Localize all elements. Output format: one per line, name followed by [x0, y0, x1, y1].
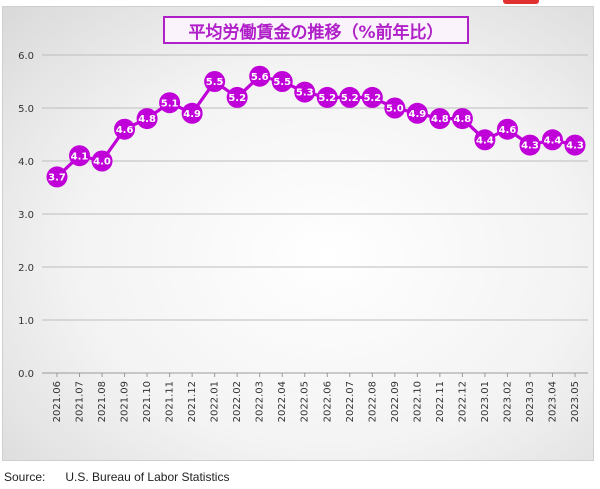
x-tick-label: 2022.03: [255, 381, 266, 422]
x-tick-label: 2022.05: [300, 381, 311, 422]
source-label: Source:: [4, 470, 46, 484]
data-point: [384, 97, 406, 119]
data-label: 5.5: [273, 77, 291, 88]
y-tick-label: 1.0: [18, 316, 34, 327]
y-axis-ticks: 0.0 1.0 2.0 3.0 4.0 5.0 6.0: [18, 51, 34, 380]
x-tick-label: 2022.07: [345, 381, 356, 422]
data-label: 4.3: [566, 141, 584, 152]
data-point: [294, 81, 316, 103]
top-accent-mark: [503, 0, 539, 4]
x-tick-label: 2023.03: [525, 381, 536, 422]
data-points: 3.7 4.1 4.0 4.6 4.8 5.1 4.9 5.5 5.2 5.6 5.5 5.3 5.2 5…: [46, 65, 586, 188]
x-axis-ticks: 2021.06 2021.07 2021.08 2021.09 2021.10 2021.…: [52, 373, 581, 422]
data-label: 5.0: [386, 104, 404, 115]
x-tick-label: 2022.04: [277, 381, 288, 422]
data-point: [91, 150, 113, 172]
x-tick-label: 2021.10: [142, 381, 153, 422]
x-tick-label: 2022.08: [367, 381, 378, 422]
data-label: 5.2: [341, 93, 359, 104]
x-tick-label: 2023.04: [547, 381, 558, 422]
data-point: [339, 86, 361, 108]
y-tick-label: 6.0: [18, 51, 34, 62]
x-tick-label: 2021.06: [52, 381, 63, 422]
data-label: 5.3: [296, 88, 314, 99]
data-point: [46, 166, 68, 188]
data-point: [429, 108, 451, 130]
y-tick-label: 5.0: [18, 104, 34, 115]
source-note: Source: U.S. Bureau of Labor Statistics: [4, 470, 229, 484]
x-tick-label: 2021.07: [75, 381, 86, 422]
data-label: 4.6: [116, 125, 134, 136]
data-point: [181, 102, 203, 124]
x-tick-label: 2022.09: [390, 381, 401, 422]
data-point: [271, 71, 293, 92]
data-label: 4.6: [499, 125, 517, 136]
data-point: [114, 118, 136, 140]
data-label: 5.6: [251, 72, 269, 83]
data-point: [136, 108, 158, 130]
y-tick-label: 3.0: [18, 210, 34, 221]
x-tick-label: 2022.12: [457, 381, 468, 422]
data-label: 4.1: [71, 151, 89, 162]
data-point: [249, 65, 271, 87]
data-point: [541, 129, 563, 151]
data-point: [519, 134, 541, 156]
x-tick-label: 2022.01: [210, 381, 221, 422]
x-tick-label: 2022.10: [412, 381, 423, 422]
data-label: 5.2: [228, 93, 246, 104]
data-point: [316, 86, 338, 108]
x-tick-label: 2021.11: [165, 381, 176, 422]
data-point: [204, 71, 226, 92]
data-point: [451, 108, 473, 130]
data-point: [159, 92, 181, 114]
x-tick-label: 2023.02: [502, 381, 513, 422]
source-text: U.S. Bureau of Labor Statistics: [65, 470, 230, 484]
x-tick-label: 2021.12: [187, 381, 198, 422]
x-tick-label: 2023.05: [570, 381, 581, 422]
data-label: 4.8: [138, 114, 156, 125]
data-label: 4.9: [183, 109, 201, 120]
data-point: [361, 86, 383, 108]
x-tick-label: 2022.06: [322, 381, 333, 422]
data-label: 4.4: [544, 135, 562, 146]
data-label: 5.2: [363, 93, 381, 104]
data-point: [474, 129, 496, 151]
y-tick-label: 4.0: [18, 157, 34, 168]
x-tick-label: 2022.11: [435, 381, 446, 422]
data-label: 4.4: [476, 135, 494, 146]
data-label: 5.1: [161, 98, 179, 109]
data-point: [226, 86, 248, 108]
data-label: 4.0: [93, 157, 111, 168]
data-label: 5.5: [206, 77, 224, 88]
y-tick-label: 0.0: [18, 369, 34, 380]
gridlines: [42, 54, 588, 374]
data-label: 3.7: [48, 173, 66, 184]
data-point: [496, 118, 518, 140]
chart-title: 平均労働賃金の推移（%前年比）: [163, 16, 469, 44]
chart-panel: [2, 6, 594, 461]
data-label: 4.8: [454, 114, 472, 125]
x-tick-label: 2023.01: [480, 381, 491, 422]
data-label: 4.3: [521, 141, 539, 152]
x-tick-label: 2021.08: [97, 381, 108, 422]
y-tick-label: 2.0: [18, 263, 34, 274]
x-tick-label: 2021.09: [120, 381, 131, 422]
data-label: 5.2: [318, 93, 336, 104]
data-point: [564, 134, 586, 156]
x-tick-label: 2022.02: [232, 381, 243, 422]
data-label: 4.9: [408, 109, 426, 120]
data-label: 4.8: [431, 114, 449, 125]
data-point: [406, 102, 428, 124]
data-point: [69, 145, 91, 167]
